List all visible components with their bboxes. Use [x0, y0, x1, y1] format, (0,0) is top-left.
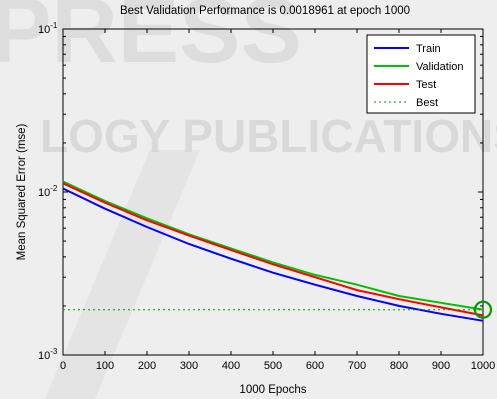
- x-tick-label: 0: [60, 360, 66, 372]
- x-tick-label: 400: [222, 360, 240, 372]
- series-layer: [62, 180, 493, 322]
- x-tick-label: 500: [264, 360, 282, 372]
- x-tick-label: 200: [138, 360, 156, 372]
- legend-label: Train: [416, 43, 441, 55]
- best-epoch-marker: [473, 300, 493, 319]
- x-tick-label: 900: [432, 360, 450, 372]
- x-tick-label: 600: [306, 360, 324, 372]
- chart-title: Best Validation Performance is 0.0018961…: [120, 5, 410, 17]
- y-tick-label: 10-2: [38, 184, 58, 199]
- x-tick-label: 300: [180, 360, 198, 372]
- series-line-test: [62, 182, 484, 317]
- legend-label: Best: [416, 97, 438, 109]
- x-tick-label: 800: [390, 360, 408, 372]
- x-tick-label: 1000: [471, 360, 495, 372]
- y-axis-label: Mean Squared Error (mse): [16, 123, 28, 260]
- series-line-train: [62, 187, 484, 322]
- y-tick-label: 10-3: [38, 347, 58, 362]
- legend: Train Validation Test Best: [366, 34, 476, 114]
- y-tick-label: 10-1: [38, 21, 58, 36]
- series-line-validation: [62, 180, 484, 311]
- legend-label: Validation: [416, 61, 464, 73]
- x-axis-label: 1000 Epochs: [239, 384, 306, 396]
- axis-ticks: 0 100 200 300 400 500 600 700 800 900 1000 10-1 10-2…: [38, 21, 495, 372]
- x-tick-label: 700: [348, 360, 366, 372]
- x-tick-label: 100: [96, 360, 114, 372]
- legend-label: Test: [416, 79, 436, 91]
